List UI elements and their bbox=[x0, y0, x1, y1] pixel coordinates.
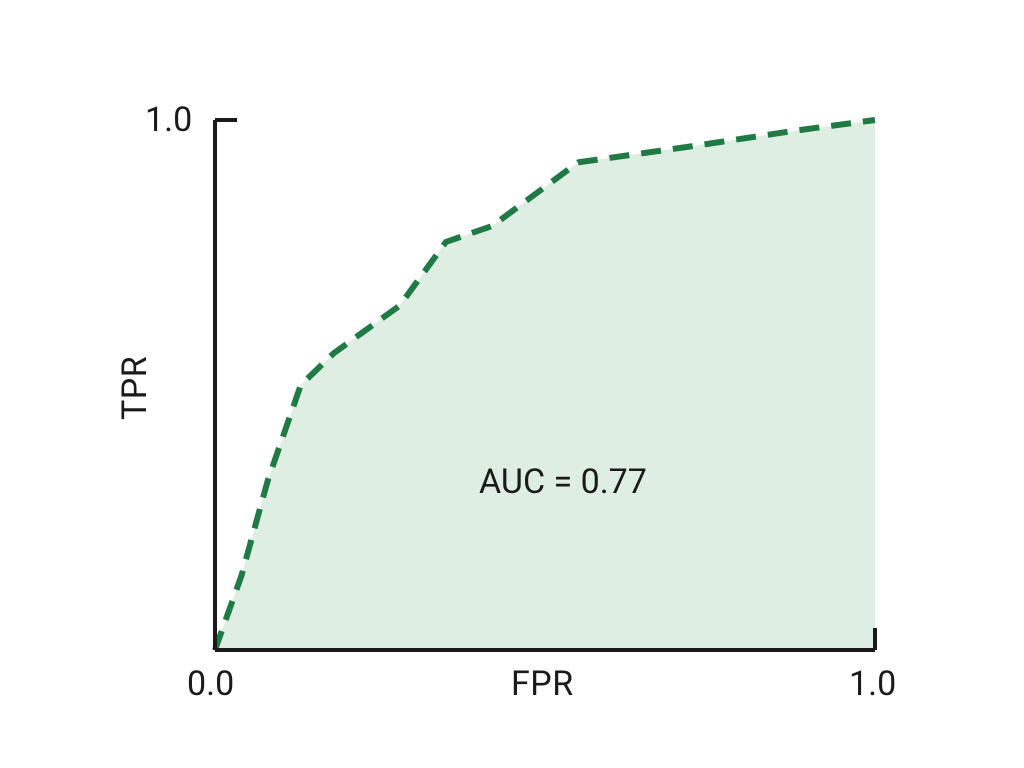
x-tick-1: 1.0 bbox=[849, 664, 896, 704]
y-axis-label: TPR bbox=[115, 356, 155, 420]
x-axis-label: FPR bbox=[511, 664, 574, 704]
auc-annotation: AUC = 0.77 bbox=[479, 462, 647, 502]
chart-stage: 0.0 1.0 1.0 FPR TPR AUC = 0.77 bbox=[0, 0, 1024, 768]
y-tick-1: 1.0 bbox=[145, 100, 192, 140]
x-tick-0: 0.0 bbox=[187, 664, 234, 704]
